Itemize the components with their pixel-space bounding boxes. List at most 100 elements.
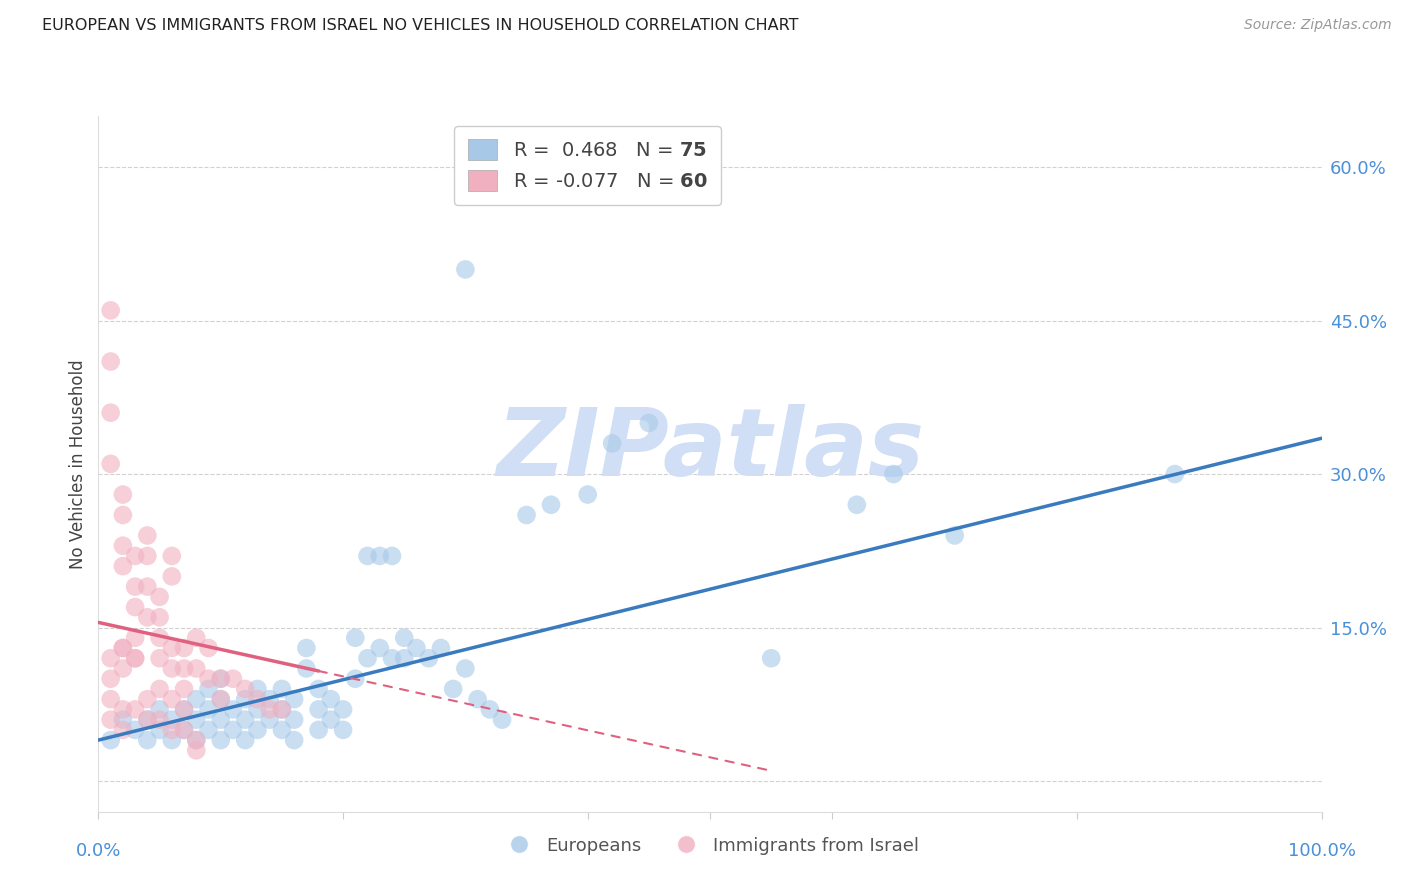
Point [283, 733, 305, 747]
Point [160, 640, 183, 655]
Point [111, 661, 134, 675]
Point [209, 713, 232, 727]
Point [100, 457, 122, 471]
Point [149, 610, 172, 624]
Point [368, 640, 391, 655]
Point [637, 416, 661, 430]
Text: Source: ZipAtlas.com: Source: ZipAtlas.com [1244, 18, 1392, 32]
Point [319, 692, 342, 706]
Point [197, 640, 219, 655]
Point [356, 549, 378, 563]
Point [124, 600, 146, 615]
Point [160, 692, 183, 706]
Point [222, 672, 245, 686]
Point [246, 681, 269, 696]
Point [149, 651, 172, 665]
Point [111, 640, 134, 655]
Point [100, 354, 122, 368]
Point [111, 723, 134, 737]
Point [467, 692, 489, 706]
Point [233, 733, 256, 747]
Point [173, 723, 195, 737]
Point [332, 702, 354, 716]
Point [111, 702, 134, 716]
Point [368, 549, 391, 563]
Point [1164, 467, 1187, 481]
Point [295, 640, 318, 655]
Point [209, 692, 232, 706]
Point [405, 640, 427, 655]
Point [209, 692, 232, 706]
Point [246, 702, 269, 716]
Point [270, 702, 294, 716]
Point [173, 661, 195, 675]
Point [136, 692, 159, 706]
Point [283, 692, 305, 706]
Point [344, 631, 367, 645]
Point [160, 661, 183, 675]
Point [124, 580, 146, 594]
Point [308, 681, 330, 696]
Point [149, 723, 172, 737]
Point [308, 723, 330, 737]
Point [222, 702, 245, 716]
Point [515, 508, 537, 522]
Point [356, 651, 378, 665]
Legend: Europeans, Immigrants from Israel: Europeans, Immigrants from Israel [494, 830, 927, 862]
Point [136, 713, 159, 727]
Point [136, 528, 159, 542]
Point [381, 651, 404, 665]
Point [259, 692, 281, 706]
Point [100, 692, 122, 706]
Point [430, 640, 453, 655]
Point [173, 702, 195, 716]
Point [197, 681, 219, 696]
Point [136, 580, 159, 594]
Point [186, 631, 208, 645]
Point [540, 498, 562, 512]
Point [197, 723, 219, 737]
Point [270, 723, 294, 737]
Text: EUROPEAN VS IMMIGRANTS FROM ISRAEL NO VEHICLES IN HOUSEHOLD CORRELATION CHART: EUROPEAN VS IMMIGRANTS FROM ISRAEL NO VE… [42, 18, 799, 33]
Point [454, 262, 477, 277]
Point [283, 713, 305, 727]
Point [124, 549, 146, 563]
Point [136, 713, 159, 727]
Point [454, 661, 477, 675]
Text: 100.0%: 100.0% [1288, 842, 1355, 860]
Point [149, 713, 172, 727]
Point [149, 631, 172, 645]
Point [308, 702, 330, 716]
Point [845, 498, 868, 512]
Y-axis label: No Vehicles in Household: No Vehicles in Household [69, 359, 87, 569]
Point [344, 672, 367, 686]
Point [392, 631, 416, 645]
Point [233, 681, 256, 696]
Text: 0.0%: 0.0% [76, 842, 121, 860]
Point [478, 702, 501, 716]
Point [160, 713, 183, 727]
Point [943, 528, 966, 542]
Point [149, 590, 172, 604]
Point [209, 672, 232, 686]
Point [149, 702, 172, 716]
Point [173, 681, 195, 696]
Point [160, 733, 183, 747]
Point [259, 702, 281, 716]
Point [186, 733, 208, 747]
Point [491, 713, 513, 727]
Point [233, 692, 256, 706]
Point [160, 569, 183, 583]
Point [209, 672, 232, 686]
Point [160, 549, 183, 563]
Point [246, 692, 269, 706]
Point [100, 713, 122, 727]
Point [111, 487, 134, 501]
Point [295, 661, 318, 675]
Point [124, 723, 146, 737]
Point [111, 559, 134, 574]
Point [883, 467, 905, 481]
Point [246, 723, 269, 737]
Point [136, 733, 159, 747]
Point [111, 508, 134, 522]
